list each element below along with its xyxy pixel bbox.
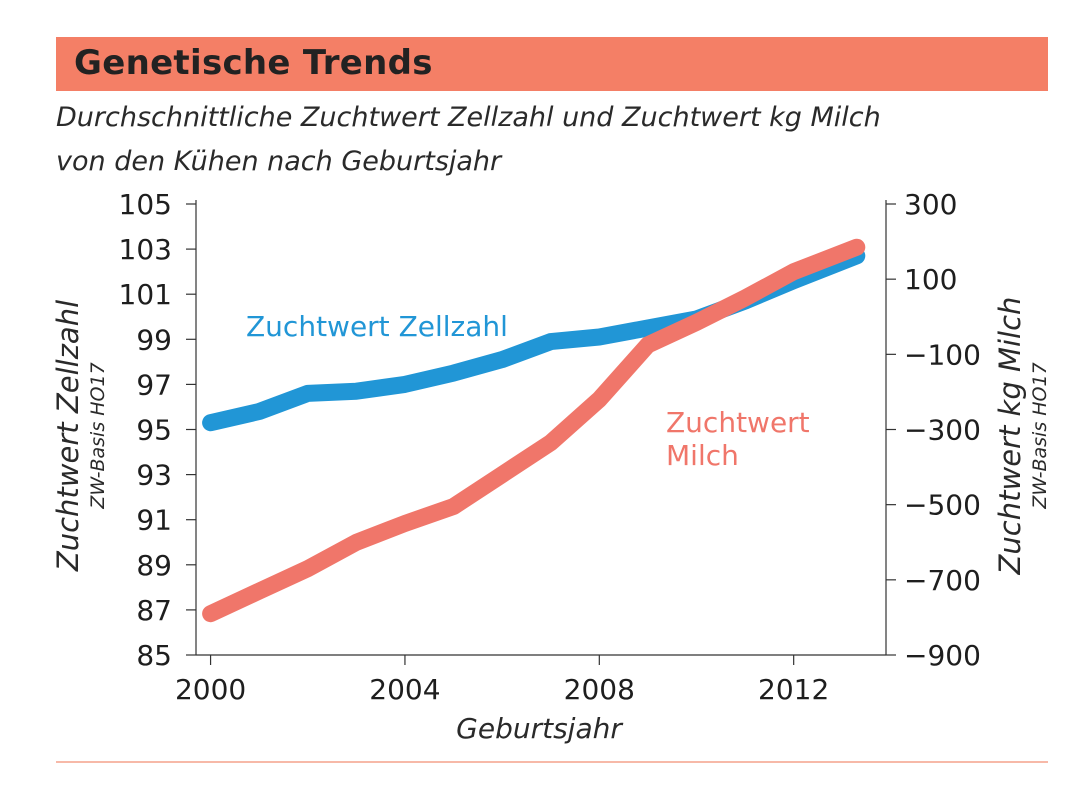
right-axis-label: Zuchtwert kg Milch — [993, 297, 1027, 576]
left-tick-label: 91 — [136, 504, 172, 537]
x-axis-label: Geburtsjahr — [456, 712, 623, 745]
right-tick-label: 100 — [904, 263, 957, 296]
series-line-milch — [202, 238, 866, 623]
left-tick-label: 85 — [136, 639, 172, 672]
right-axis-sublabel: ZW-Basis HO17 — [1029, 362, 1051, 509]
right-tick-label: −900 — [904, 639, 981, 672]
series-label: Zuchtwert Zellzahl — [246, 310, 508, 343]
left-tick-label: 95 — [136, 414, 172, 447]
header-bar: Genetische Trends — [56, 37, 1048, 91]
left-tick-label: 87 — [136, 594, 172, 627]
left-axis-label: Zuchtwert Zellzahl — [51, 300, 85, 572]
left-tick-label: 101 — [119, 278, 172, 311]
x-tick-label: 2008 — [564, 673, 635, 706]
page-title: Genetische Trends — [74, 43, 433, 83]
subtitle-line-2: von den Kühen nach Geburtsjahr — [56, 146, 502, 177]
series-label: Zuchtwert — [666, 406, 810, 439]
subtitle-line-1: Durchschnittliche Zuchtwert Zellzahl und… — [56, 102, 881, 133]
left-tick-label: 93 — [136, 459, 172, 492]
right-tick-label: −700 — [904, 564, 981, 597]
chart-subtitle: Durchschnittliche Zuchtwert Zellzahl und… — [56, 96, 881, 184]
right-tick-label: −300 — [904, 414, 981, 447]
bottom-divider — [56, 761, 1048, 763]
left-tick-label: 97 — [136, 368, 172, 401]
right-tick-label: 300 — [904, 188, 957, 221]
x-tick-label: 2004 — [369, 673, 440, 706]
left-tick-label: 105 — [119, 188, 172, 221]
x-tick-label: 2000 — [175, 673, 246, 706]
left-axis-sublabel: ZW-Basis HO17 — [87, 362, 109, 509]
x-tick-label: 2012 — [758, 673, 829, 706]
series-label: Milch — [666, 439, 739, 472]
right-tick-label: −500 — [904, 489, 981, 522]
right-tick-label: −100 — [904, 338, 981, 371]
left-tick-label: 103 — [119, 233, 172, 266]
left-tick-label: 99 — [136, 323, 172, 356]
left-tick-label: 89 — [136, 549, 172, 582]
